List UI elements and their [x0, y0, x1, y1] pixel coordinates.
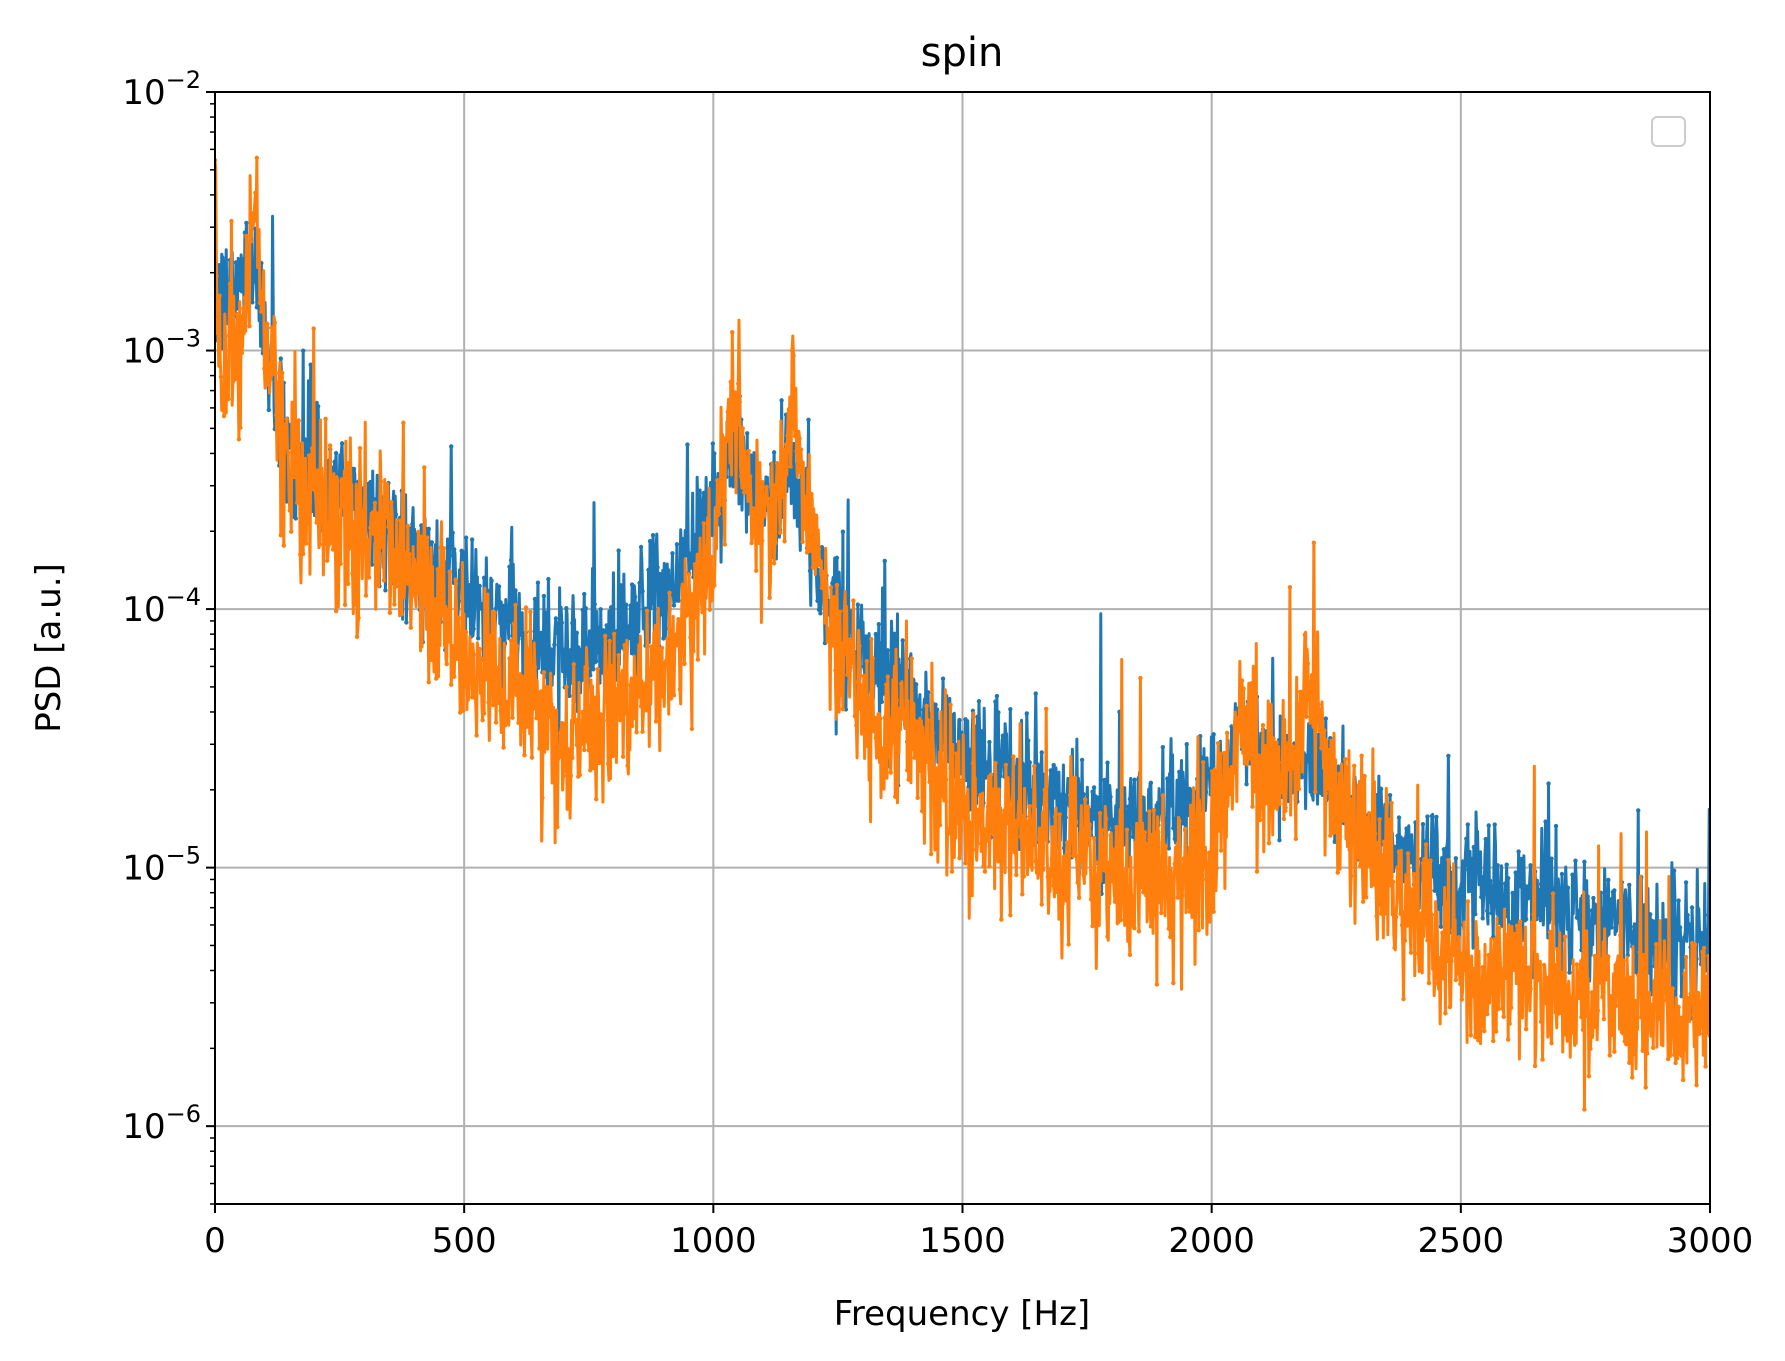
- x-tick-label: 2500: [1418, 1221, 1505, 1261]
- y-tick-label-base: 10: [122, 1107, 165, 1147]
- y-tick-label-exponent: −6: [166, 1100, 201, 1128]
- axis-ticks: [206, 91, 1711, 1213]
- x-tick-label: 3000: [1667, 1221, 1754, 1261]
- y-tick-label: 10−2: [122, 66, 201, 113]
- y-tick-label-base: 10: [122, 849, 165, 889]
- series-markers: [215, 155, 1710, 1112]
- legend-box: [1651, 116, 1686, 147]
- y-tick-label: 10−6: [122, 1100, 201, 1147]
- y-tick-label-base: 10: [122, 590, 165, 630]
- x-tick-label: 1500: [919, 1221, 1006, 1261]
- y-tick-label-base: 10: [122, 73, 165, 113]
- y-tick-label: 10−3: [122, 325, 201, 372]
- x-tick-label: 1000: [670, 1221, 757, 1261]
- series-layer: [215, 155, 1710, 1112]
- series-2: [215, 155, 1710, 1112]
- x-tick-label: 500: [432, 1221, 497, 1261]
- x-tick-label: 2000: [1168, 1221, 1255, 1261]
- y-tick-label-exponent: −4: [166, 583, 201, 611]
- y-tick-label-exponent: −2: [166, 66, 201, 94]
- axis-tick-labels: 0 500 1000 1500 2000 2500 300010−610−510−410−3…: [122, 66, 1753, 1261]
- x-tick-label: 0: [204, 1221, 226, 1261]
- y-tick-label: 10−5: [122, 842, 201, 889]
- x-axis-label: Frequency [Hz]: [834, 1294, 1090, 1334]
- y-axis-label: PSD [a.u.]: [29, 563, 69, 733]
- y-tick-label-exponent: −5: [166, 842, 201, 870]
- y-tick-label-exponent: −3: [166, 325, 201, 353]
- chart-title: spin: [921, 30, 1004, 76]
- y-tick-label-base: 10: [122, 332, 165, 372]
- y-tick-label: 10−4: [122, 583, 201, 630]
